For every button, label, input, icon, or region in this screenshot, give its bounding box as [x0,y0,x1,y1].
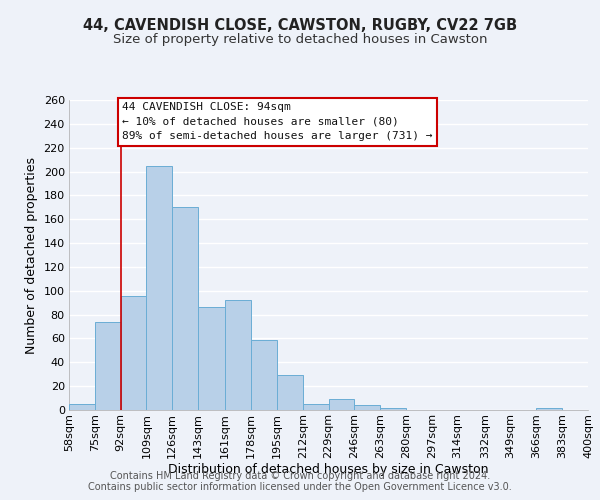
Bar [277,376,303,410]
Bar [536,408,562,410]
Bar [146,166,172,410]
Text: Contains HM Land Registry data © Crown copyright and database right 2024.: Contains HM Land Registry data © Crown c… [110,471,490,481]
Bar [380,408,406,410]
Bar [354,405,380,410]
Bar [329,400,354,410]
Bar [251,340,277,410]
Y-axis label: Number of detached properties: Number of detached properties [25,156,38,354]
Bar [121,296,146,410]
Bar [69,404,95,410]
Bar [303,404,329,410]
Bar [226,300,251,410]
X-axis label: Distribution of detached houses by size in Cawston: Distribution of detached houses by size … [168,464,489,476]
Bar [95,322,121,410]
Text: 44 CAVENDISH CLOSE: 94sqm
← 10% of detached houses are smaller (80)
89% of semi-: 44 CAVENDISH CLOSE: 94sqm ← 10% of detac… [122,102,433,141]
Text: Size of property relative to detached houses in Cawston: Size of property relative to detached ho… [113,32,487,46]
Text: 44, CAVENDISH CLOSE, CAWSTON, RUGBY, CV22 7GB: 44, CAVENDISH CLOSE, CAWSTON, RUGBY, CV2… [83,18,517,32]
Text: Contains public sector information licensed under the Open Government Licence v3: Contains public sector information licen… [88,482,512,492]
Bar [172,208,198,410]
Bar [198,308,226,410]
